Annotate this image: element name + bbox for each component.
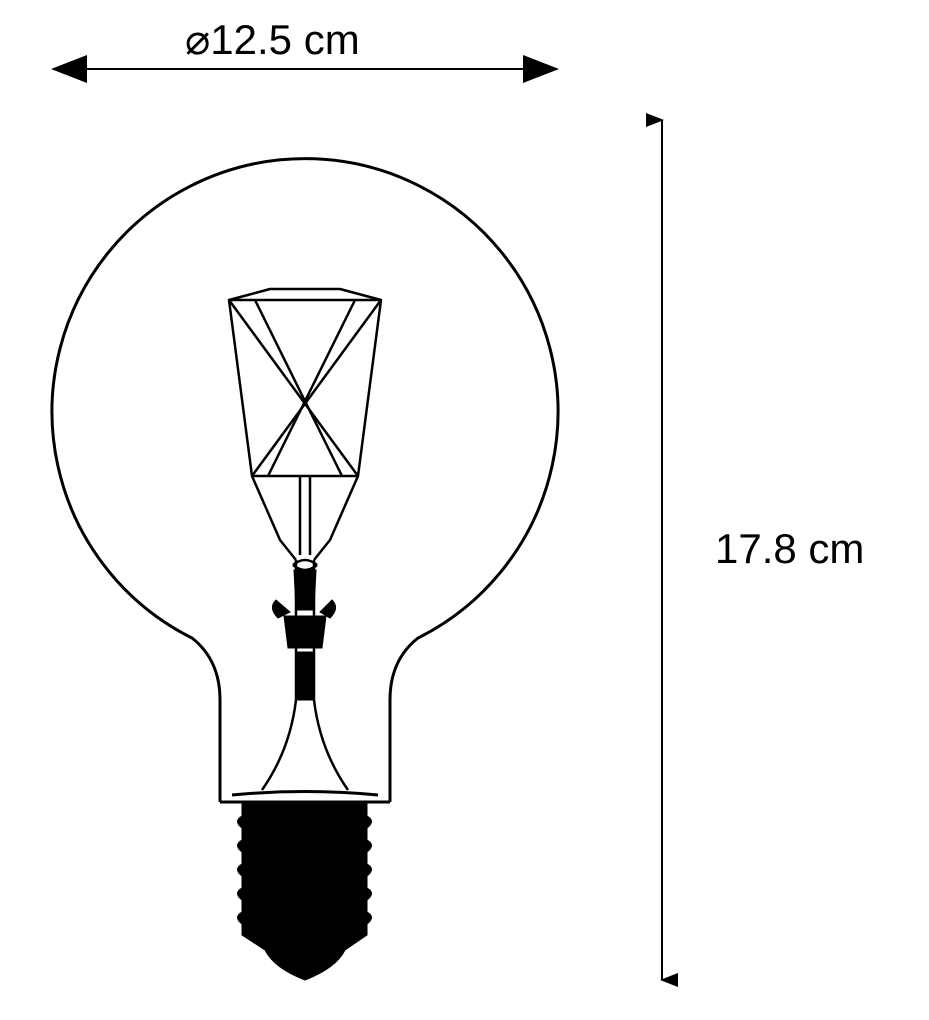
bulb-collar bbox=[220, 792, 390, 803]
bulb-outline bbox=[52, 159, 558, 802]
diagram-canvas: ⌀12.5 cm 17.8 cm bbox=[0, 0, 929, 1020]
filament-crown bbox=[229, 289, 381, 560]
stem-details bbox=[272, 570, 335, 700]
bulb-drawing bbox=[0, 0, 929, 1020]
bulb-screw-base bbox=[238, 802, 372, 980]
